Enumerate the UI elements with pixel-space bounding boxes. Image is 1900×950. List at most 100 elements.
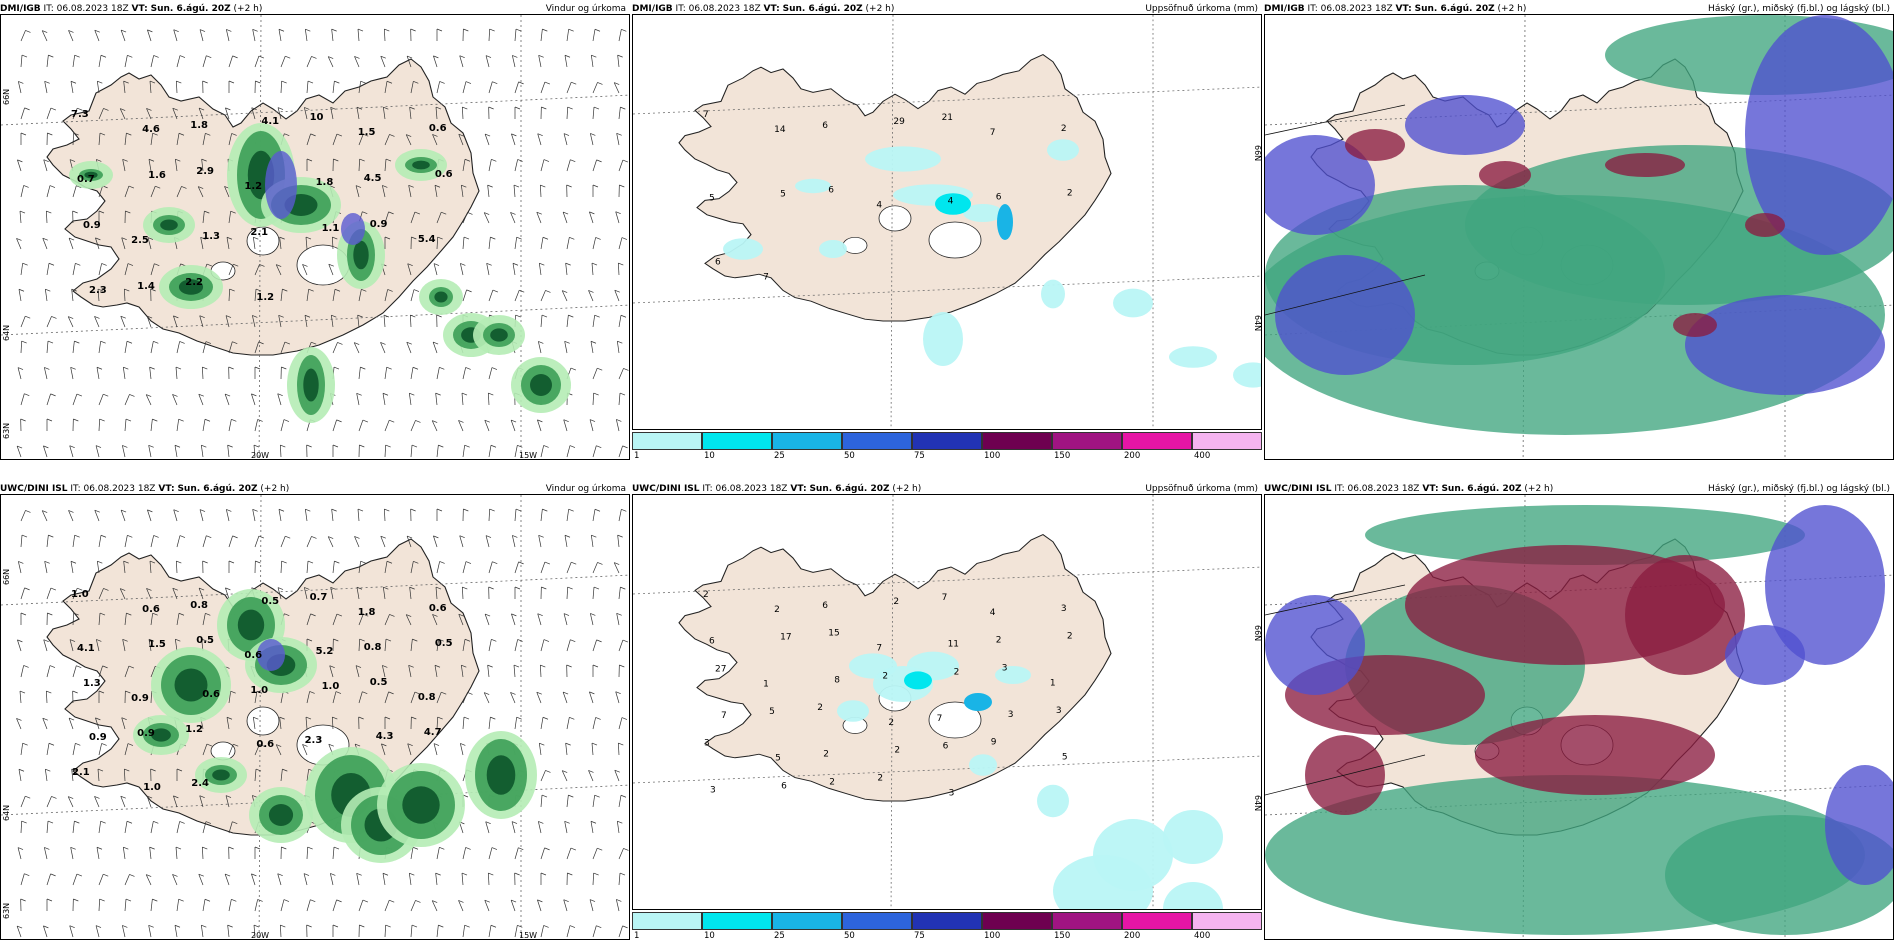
accum-moderate bbox=[935, 193, 971, 215]
wind-barb-flag bbox=[518, 81, 524, 85]
wind-barb-flag bbox=[174, 924, 181, 928]
wind-barb-flag bbox=[621, 717, 628, 720]
wind-barb bbox=[436, 692, 442, 704]
wind-barb bbox=[616, 341, 620, 354]
wind-barb-flag bbox=[175, 158, 181, 162]
map-frame[interactable]: 7.3 4.6 1.8 4.1 10 1.5 0.6 0.7 1.6 2.9 1.2 1.8 4.5 0.… bbox=[0, 14, 630, 460]
wind-barb-flag bbox=[201, 158, 207, 162]
wind-barb bbox=[72, 743, 76, 756]
wind-barb bbox=[566, 237, 570, 250]
wind-barb bbox=[384, 925, 387, 938]
lead-time: (+2 h) bbox=[892, 484, 922, 494]
accum-value-label: 14 bbox=[774, 125, 786, 135]
wind-barb-flag bbox=[571, 81, 577, 85]
wind-barb bbox=[280, 56, 286, 68]
wind-barb bbox=[174, 925, 178, 938]
wind-barb-flag bbox=[47, 612, 53, 616]
wind-barb bbox=[460, 665, 464, 678]
wind-barb bbox=[540, 717, 544, 730]
wind-barb-flag bbox=[514, 872, 520, 876]
wind-barb bbox=[123, 289, 126, 302]
wind-barb-flag bbox=[415, 420, 421, 423]
wind-barb bbox=[201, 367, 204, 380]
wind-barb-flag bbox=[590, 340, 597, 344]
wind-barb-flag bbox=[16, 925, 23, 929]
colorbar-swatch bbox=[1122, 432, 1192, 450]
wind-barb bbox=[410, 847, 414, 860]
wind-barb bbox=[383, 315, 386, 328]
wind-barb-flag bbox=[542, 236, 549, 240]
panel-dmi-wind: DMI/IGB IT: 06.08.2023 18Z VT: Sun. 6.ág… bbox=[0, 0, 630, 460]
wind-barb-flag bbox=[490, 924, 497, 928]
wind-barb-flag bbox=[354, 536, 360, 539]
wind-barb bbox=[198, 874, 204, 886]
wind-barb bbox=[358, 899, 364, 912]
wind-barb-flag bbox=[175, 366, 182, 370]
wind-barb bbox=[409, 315, 412, 328]
wind-barb bbox=[537, 613, 542, 626]
wind-barb-flag bbox=[411, 716, 417, 720]
cloud-layer bbox=[1685, 295, 1885, 395]
wind-barb-flag bbox=[336, 419, 342, 423]
wind-barb bbox=[566, 315, 569, 328]
wind-barb-flag bbox=[97, 560, 103, 564]
wind-barb-flag bbox=[72, 690, 78, 694]
wind-barb bbox=[566, 795, 569, 808]
wind-barb-flag bbox=[566, 184, 572, 188]
wind-barb-flag bbox=[485, 821, 491, 825]
wind-precip-map[interactable]: 1.00.6 0.8 0.5 0.71.8 0.64.1 1.5 0.50.6 5.2 0.8 0… bbox=[1, 495, 630, 940]
wind-barb-flag bbox=[359, 158, 365, 162]
wind-barb bbox=[330, 873, 334, 886]
wind-barb-flag bbox=[488, 106, 494, 110]
wind-barb-flag bbox=[570, 367, 577, 371]
accum-value-label: 4 bbox=[876, 200, 882, 210]
wind-barb bbox=[618, 237, 623, 250]
wind-barb-flag bbox=[484, 899, 490, 903]
map-frame[interactable] bbox=[1264, 14, 1894, 460]
wind-barb bbox=[176, 613, 180, 626]
wind-barb-flag bbox=[512, 55, 518, 58]
wind-barb bbox=[226, 509, 230, 522]
wind-barb bbox=[462, 81, 467, 94]
wind-barb bbox=[514, 159, 518, 172]
wind-barb-flag bbox=[19, 210, 26, 214]
wind-barb bbox=[98, 743, 102, 756]
wind-barb-flag bbox=[155, 185, 161, 189]
wind-barb bbox=[228, 264, 234, 276]
map-frame[interactable]: 1.0 0.6 0.8 0.5 0.7 1.8 0.6 4.1 1.5 0.5 0.6 5.2 0.8 0… bbox=[0, 494, 630, 940]
wind-barb-flag bbox=[441, 211, 447, 215]
wind-barb-flag bbox=[311, 56, 317, 59]
model-name: DMI/IGB bbox=[1264, 4, 1305, 14]
wind-barb bbox=[592, 445, 597, 458]
wind-barb-flag bbox=[123, 560, 129, 564]
wind-barb bbox=[18, 289, 22, 302]
wind-barb bbox=[120, 316, 126, 328]
precip-heavy bbox=[486, 755, 516, 795]
wind-barb-flag bbox=[21, 534, 28, 538]
wind-barb bbox=[514, 29, 517, 42]
wind-barb bbox=[460, 185, 464, 198]
map-frame[interactable]: 7 14 6 29 21 7 2 5 5 6 4 4 6 2 6 7 66N 64N bbox=[632, 14, 1262, 430]
wind-barb bbox=[124, 613, 127, 626]
wind-barb bbox=[46, 107, 52, 120]
wind-barb bbox=[20, 665, 24, 678]
map-base bbox=[633, 495, 1261, 909]
wind-barb bbox=[357, 509, 360, 522]
cloud-cover-map[interactable] bbox=[1265, 15, 1894, 460]
wind-barb-flag bbox=[545, 770, 551, 773]
wind-barb-flag bbox=[458, 613, 464, 617]
wind-barb bbox=[278, 29, 282, 42]
wind-barb bbox=[592, 82, 598, 94]
wind-barb bbox=[72, 185, 77, 198]
map-frame[interactable] bbox=[1264, 494, 1894, 940]
wind-precip-map[interactable]: 7.34.6 1.8 4.1 101.5 0.60.7 1.6 2.91.2 1.8 4.5 0.… bbox=[1, 15, 630, 460]
wind-barb-flag bbox=[24, 107, 30, 111]
wind-barb bbox=[514, 509, 517, 522]
wind-barb bbox=[95, 445, 100, 458]
map-frame[interactable]: 2 2 6 2 7 4 3 6 17 15 7 11 2 2 27 1 8 2 2 3 1 7 5 2 2 7 3 3 3 5 2 2 6 9 5 3… bbox=[632, 494, 1262, 910]
wind-barb bbox=[462, 717, 465, 730]
wind-barb bbox=[540, 925, 544, 938]
cloud-cover-map[interactable] bbox=[1265, 495, 1894, 940]
